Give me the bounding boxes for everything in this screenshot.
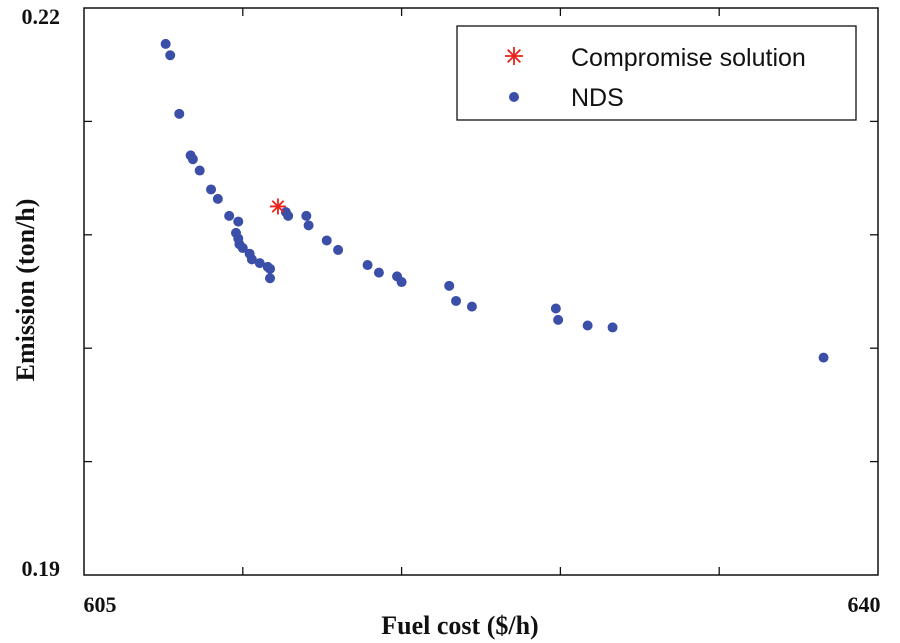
data-points — [160, 38, 829, 363]
nds-point — [818, 352, 829, 363]
legend-label-nds: NDS — [571, 84, 624, 112]
nds-point — [396, 277, 407, 288]
nds-point — [451, 295, 462, 306]
nds-point — [165, 50, 176, 61]
nds-point — [301, 210, 312, 221]
nds-point — [160, 38, 171, 49]
axis-ticks — [84, 8, 878, 575]
nds-point — [265, 263, 276, 274]
star-stroke — [271, 200, 285, 213]
x-axis-title: Fuel cost ($/h) — [381, 611, 538, 640]
nds-point — [246, 254, 257, 265]
nds-point — [187, 154, 198, 165]
legend: Compromise solution NDS — [456, 25, 857, 121]
y-axis-title: Emission (ton/h) — [11, 199, 40, 382]
nds-point — [283, 210, 294, 221]
star-stroke — [506, 48, 522, 64]
x-tick-label-max: 640 — [848, 592, 881, 617]
nds-point — [233, 216, 244, 227]
legend-label-compromise: Compromise solution — [571, 44, 806, 72]
nds-point — [321, 235, 332, 246]
nds-point — [444, 280, 455, 291]
nds-point — [333, 244, 344, 255]
nds-point — [254, 258, 265, 269]
legend-box — [456, 25, 857, 121]
nds-point — [174, 108, 185, 119]
x-tick-label-min: 605 — [84, 592, 117, 617]
compromise-solution-point — [269, 198, 286, 215]
nds-point — [237, 243, 248, 254]
plot-frame — [83, 7, 879, 576]
nds-point — [194, 165, 205, 176]
plot-border — [83, 7, 879, 576]
nds-point — [550, 303, 561, 314]
nds-point — [224, 210, 235, 221]
nds-point — [362, 260, 373, 271]
nds-point — [607, 322, 618, 333]
legend-compromise-marker — [505, 47, 523, 65]
y-tick-label-max: 0.22 — [22, 4, 61, 29]
nds-point — [303, 220, 314, 231]
nds-point — [553, 314, 564, 325]
y-tick-label-min: 0.19 — [22, 556, 61, 581]
nds-point — [265, 273, 276, 284]
nds-point — [582, 320, 593, 331]
nds-point — [466, 301, 477, 312]
legend-nds-marker — [509, 92, 519, 102]
nds-point — [373, 267, 384, 278]
nds-point — [212, 193, 223, 204]
nds-point — [206, 184, 217, 195]
